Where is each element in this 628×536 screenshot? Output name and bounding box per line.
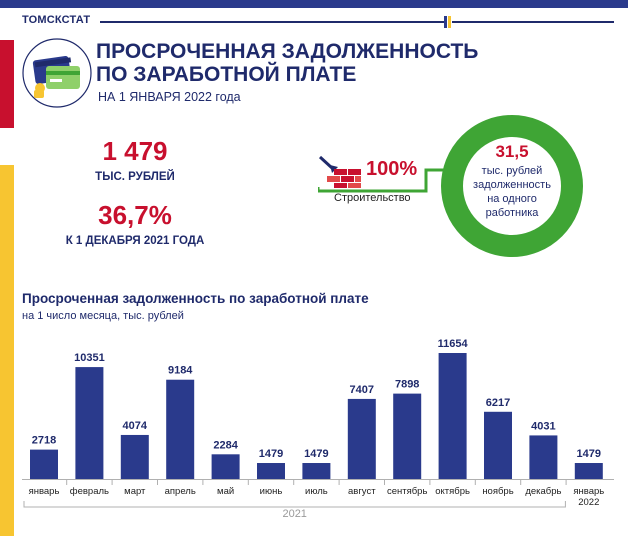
x-tick-label: январь 2022 xyxy=(573,486,604,508)
bar-value-label: 6217 xyxy=(486,397,510,409)
divider-marker-navy xyxy=(444,16,447,28)
per-worker-value: 31,5 xyxy=(495,142,529,161)
sector-share: 100% xyxy=(366,158,418,180)
page-title: ПРОСРОЧЕННАЯ ЗАДОЛЖЕННОСТЬ ПО ЗАРАБОТНОЙ… xyxy=(96,40,478,86)
per-worker-caption-3: на одного xyxy=(487,193,537,205)
x-tick-label: январь xyxy=(29,486,60,497)
bar-value-label: 4031 xyxy=(531,420,555,432)
per-worker-caption: тыс. рублей задолженность на одного рабо… xyxy=(458,164,566,220)
bar-value-label: 10351 xyxy=(74,352,105,364)
x-tick-label: октябрь xyxy=(435,486,470,497)
bar xyxy=(166,379,195,479)
divider-marker-yellow xyxy=(448,16,451,28)
brand-name: ТОМСКСТАТ xyxy=(22,14,91,26)
header-divider xyxy=(100,21,444,23)
header-divider-right xyxy=(452,21,614,23)
bar xyxy=(302,463,331,479)
total-debt-value: 1 479 xyxy=(102,136,168,166)
bar-value-label: 1479 xyxy=(304,448,328,460)
title-line-2: ПО ЗАРАБОТНОЙ ПЛАТЕ xyxy=(96,63,357,86)
per-worker-caption-2: задолженность xyxy=(473,179,551,191)
bar xyxy=(574,463,603,479)
x-tick-label: март xyxy=(124,486,146,497)
x-tick-label: сентябрь xyxy=(387,486,427,497)
title-line-1: ПРОСРОЧЕННАЯ ЗАДОЛЖЕННОСТЬ xyxy=(96,40,479,63)
per-worker-caption-1: тыс. рублей xyxy=(481,165,543,177)
x-tick-label: июнь xyxy=(260,486,283,497)
top-banner xyxy=(0,0,628,8)
bar xyxy=(438,353,467,479)
bar xyxy=(529,435,558,479)
credit-cards-icon xyxy=(22,38,92,108)
debt-change-caption: К 1 ДЕКАБРЯ 2021 ГОДА xyxy=(65,235,205,247)
bar xyxy=(211,454,240,479)
bar xyxy=(120,434,149,479)
x-tick-label: апрель xyxy=(165,486,196,497)
year-group-label: 2021 xyxy=(282,508,306,520)
bar-value-label: 2718 xyxy=(32,435,56,447)
bar-value-label: 1479 xyxy=(577,448,601,460)
bar-value-label: 9184 xyxy=(168,365,193,377)
x-tick-label: ноябрь xyxy=(482,486,513,497)
debt-change-value: 36,7% xyxy=(98,200,172,230)
per-worker-caption-4: работника xyxy=(485,207,539,219)
x-tick-label: август xyxy=(348,486,376,497)
brick-wall-trowel-icon xyxy=(318,155,361,188)
year-group-bracket xyxy=(23,501,566,508)
x-tick-label: май xyxy=(217,486,234,497)
bar-value-label: 1479 xyxy=(259,448,283,460)
bar-value-label: 7898 xyxy=(395,379,419,391)
bar-value-label: 4074 xyxy=(123,420,148,432)
report-date: НА 1 ЯНВАРЯ 2022 года xyxy=(98,90,241,104)
bar xyxy=(484,411,512,479)
sector-connector xyxy=(318,168,448,193)
sector-name: Строительство xyxy=(334,192,411,204)
chart-title: Просроченная задолженность по заработной… xyxy=(22,291,369,306)
bar xyxy=(347,398,376,479)
bar xyxy=(30,449,58,479)
chart-subtitle: на 1 число месяца, тыс. рублей xyxy=(22,310,184,322)
bar-value-label: 7407 xyxy=(350,384,374,396)
debt-bar-chart: 2718 январь 10351 февраль 4074 март 9184 апрель… xyxy=(22,338,614,520)
bar-value-label: 11654 xyxy=(438,338,469,350)
side-accent-red xyxy=(0,40,14,128)
total-debt-unit: ТЫС. РУБЛЕЙ xyxy=(95,171,175,183)
side-accent-yellow xyxy=(0,165,14,536)
x-tick-label: декабрь xyxy=(525,486,561,497)
per-worker-ring xyxy=(441,115,583,257)
bar-value-label: 2284 xyxy=(213,439,238,451)
bar xyxy=(393,393,422,479)
x-tick-label: июль xyxy=(305,486,328,497)
x-tick-label: февраль xyxy=(70,486,109,497)
bar xyxy=(257,463,285,479)
bar xyxy=(75,367,104,479)
